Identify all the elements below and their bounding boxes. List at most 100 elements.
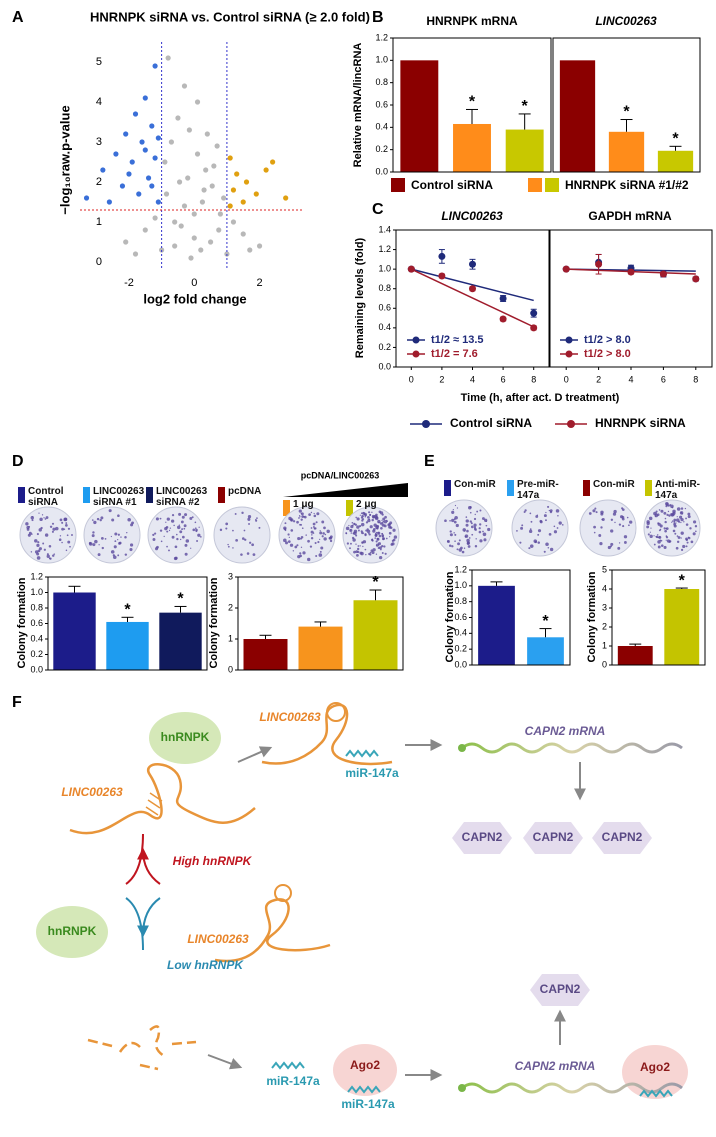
colony [621,515,625,519]
colony [555,509,560,513]
colony [471,533,474,536]
colony [124,535,127,539]
colony [684,507,687,510]
colony [481,517,485,521]
colony [42,542,45,545]
colony [27,533,31,537]
colony [452,508,454,511]
rna-label: LINC00263 [187,932,249,946]
x-axis-label: log2 fold change [143,291,246,306]
colony [63,528,66,531]
colony [255,518,257,521]
colony [614,521,616,524]
colony [111,518,115,522]
bar [353,600,398,670]
colony [524,509,527,512]
colony [113,555,117,560]
legend-key [412,350,420,358]
bar [617,646,653,665]
data-point [627,268,635,276]
colony [529,528,532,531]
colony [381,544,384,548]
colony [179,530,183,534]
colony [43,517,45,519]
scatter-point [256,243,263,249]
mrna [461,742,683,754]
colony [389,536,391,538]
colony [181,515,185,519]
colony [461,550,465,554]
colony [36,556,41,560]
colony [680,521,682,524]
colony [315,554,318,557]
colony [543,514,547,518]
mrna-label: CAPN2 mRNA [515,1059,596,1073]
data-point [438,252,446,260]
rna-label: LINC00263 [259,710,321,724]
colony [181,535,185,539]
colony [675,546,679,550]
colony [171,519,175,523]
scatter-point [152,63,158,69]
colony [690,540,694,544]
colony [196,540,199,543]
data-point [659,270,667,278]
scatter-point [165,55,171,61]
legend-swatch [528,178,542,192]
bar [505,129,544,172]
colony [463,547,466,549]
scatter-point [240,199,246,205]
colony [171,513,175,517]
legend-key [412,336,420,344]
colony [656,534,659,536]
colony [301,515,305,519]
colony [345,532,348,534]
colony [657,545,661,549]
colony [378,534,382,538]
y-tick-label: 0.4 [378,322,391,332]
colony [656,513,660,517]
colony [310,511,313,514]
scatter-point [149,123,155,129]
colony [298,515,301,517]
scatter-point [230,187,237,193]
colony [166,517,170,521]
colony [310,536,314,540]
colony [55,526,59,531]
protein-label: hnRNPK [161,730,210,744]
colony [523,510,526,514]
colony [243,529,246,532]
colony [129,543,134,547]
y-tick-label: 1.2 [378,244,391,254]
colony [519,541,522,544]
scatter-point [227,203,233,209]
colony [665,527,668,530]
y-tick-label: 1 [602,640,607,650]
y-tick-label: 0.4 [30,633,43,643]
scatter-point [126,171,132,177]
colony [113,545,117,549]
protein-label: Ago2 [350,1058,380,1072]
rna-loop [274,884,292,902]
colony [666,513,669,516]
colony [451,518,455,523]
colony [682,544,686,549]
colony [88,541,92,545]
legend-label: HNRNPK siRNA #1/#2 [565,178,689,192]
colony [444,519,447,523]
colony [648,516,653,521]
y-tick-label: 0.2 [454,644,467,654]
scatter-point [204,131,210,137]
colony [469,506,472,508]
legend-label: 2 μg [356,499,377,510]
colony [289,543,294,547]
colony [94,539,98,544]
colony [313,512,315,515]
colony [673,524,677,528]
colony [241,511,244,515]
colony [379,522,383,525]
scatter-point [100,167,106,173]
colony [376,537,379,541]
colony [369,513,372,517]
colony [247,515,252,519]
